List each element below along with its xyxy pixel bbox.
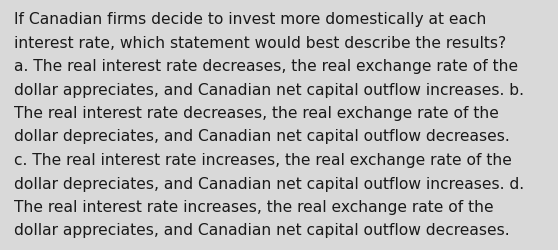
Text: The real interest rate increases, the real exchange rate of the: The real interest rate increases, the re…: [14, 199, 494, 214]
Text: interest rate, which statement would best describe the results?: interest rate, which statement would bes…: [14, 35, 506, 50]
Text: dollar appreciates, and Canadian net capital outflow increases. b.: dollar appreciates, and Canadian net cap…: [14, 82, 524, 97]
Text: a. The real interest rate decreases, the real exchange rate of the: a. The real interest rate decreases, the…: [14, 59, 518, 74]
Text: dollar depreciates, and Canadian net capital outflow decreases.: dollar depreciates, and Canadian net cap…: [14, 129, 510, 144]
Text: dollar appreciates, and Canadian net capital outflow decreases.: dollar appreciates, and Canadian net cap…: [14, 222, 509, 238]
Text: The real interest rate decreases, the real exchange rate of the: The real interest rate decreases, the re…: [14, 106, 499, 120]
Text: dollar depreciates, and Canadian net capital outflow increases. d.: dollar depreciates, and Canadian net cap…: [14, 176, 524, 191]
Text: c. The real interest rate increases, the real exchange rate of the: c. The real interest rate increases, the…: [14, 152, 512, 167]
Text: If Canadian firms decide to invest more domestically at each: If Canadian firms decide to invest more …: [14, 12, 487, 27]
